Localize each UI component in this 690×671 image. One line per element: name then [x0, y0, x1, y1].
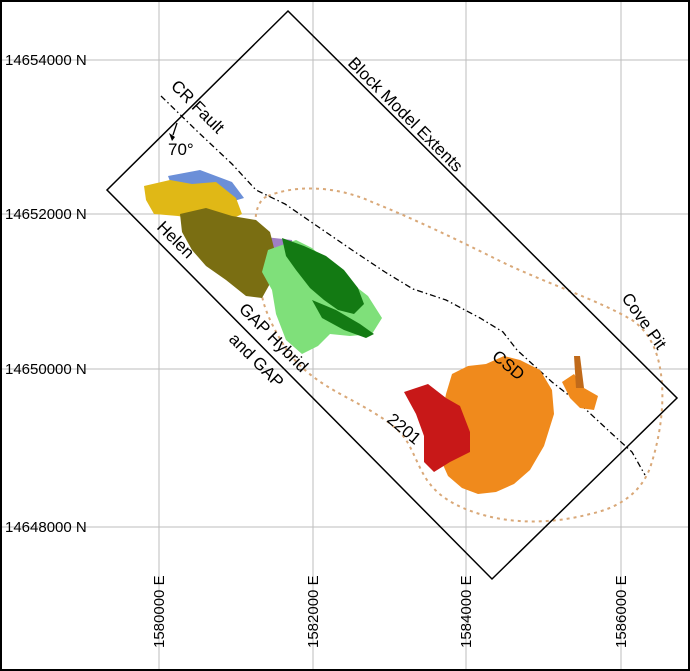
csd-satellite-stem	[574, 356, 584, 388]
zone-2201	[404, 384, 470, 472]
northing-label: 14654000 N	[5, 52, 87, 69]
cove-pit-outline	[254, 187, 664, 523]
northing-label: 14650000 N	[5, 361, 87, 378]
helen-zone	[180, 208, 276, 298]
csd-zone	[438, 356, 554, 494]
gap-zone-strip	[312, 300, 374, 338]
ore-bodies	[144, 170, 598, 494]
northing-label: 14652000 N	[5, 206, 87, 223]
cove-pit-label: Cove Pit	[618, 289, 671, 353]
block-model-extents	[105, 9, 679, 581]
dip-arrow-icon	[169, 122, 178, 141]
easting-label: 1586000 E	[613, 575, 630, 648]
cr-fault-label: CR Fault	[167, 76, 228, 137]
easting-label: 1582000 E	[305, 575, 322, 648]
block-model-label: Block Model Extents	[344, 53, 466, 175]
helen-top-zone	[144, 180, 242, 222]
dip-label: 70°	[168, 140, 194, 159]
easting-label: 1580000 E	[151, 575, 168, 648]
gap-zone	[282, 238, 364, 314]
northing-label: 14648000 N	[5, 519, 87, 536]
easting-label: 1584000 E	[458, 575, 475, 648]
csd-satellite	[562, 374, 598, 410]
